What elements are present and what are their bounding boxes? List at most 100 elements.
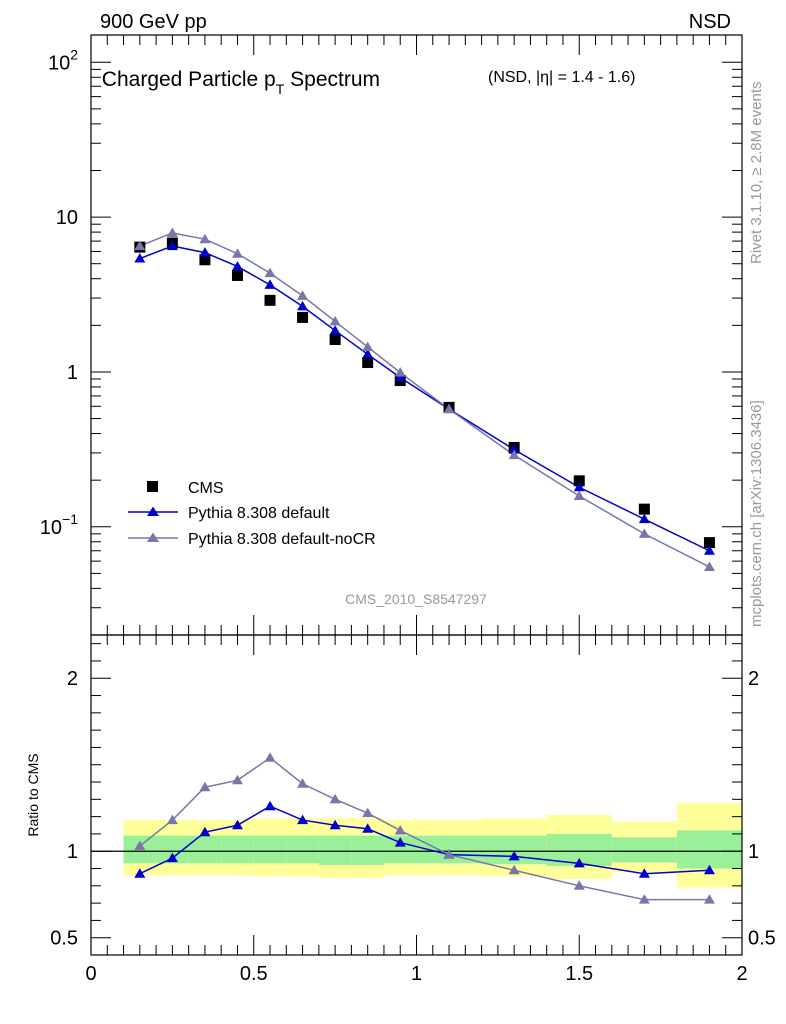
mc-marker	[573, 490, 585, 501]
ratio-inner-band	[611, 837, 677, 863]
cms-data-point	[703, 537, 715, 549]
mc-marker	[638, 513, 650, 524]
ratio-marker	[134, 840, 146, 851]
ratio-y-tick-label-left: 2	[67, 668, 78, 690]
ratio-marker	[362, 823, 374, 833]
mc-marker	[443, 403, 455, 414]
mc-marker	[199, 247, 211, 257]
legend-marker-nocr	[147, 532, 159, 542]
ratio-inner-band	[188, 835, 222, 864]
x-tick-label: 0	[85, 963, 96, 985]
mc-marker	[362, 348, 374, 359]
title-subscript: T	[276, 81, 285, 97]
main-y-tick-label: 10	[56, 207, 78, 229]
legend-label-cms: CMS	[188, 480, 224, 497]
ratio-marker	[508, 864, 520, 875]
mc-marker	[329, 315, 341, 326]
ratio-marker	[703, 894, 715, 904]
ratio-marker	[264, 752, 276, 762]
ratio-marker	[573, 880, 585, 890]
main-series-layer	[134, 227, 715, 571]
legend-marker-cms	[147, 481, 158, 492]
x-tick-label: 1.5	[565, 963, 593, 985]
ratio-marker	[329, 819, 341, 830]
ratio-uncertainty-bands	[123, 802, 742, 888]
ratio-inner-band	[351, 835, 384, 866]
main-y-tick-label: 10−1	[40, 511, 78, 539]
x-tick-label: 0.5	[240, 963, 268, 985]
main-subtitle: (NSD, |η| = 1.4 - 1.6)	[488, 69, 635, 86]
mc-marker	[394, 367, 406, 377]
x-tick-labels: 0 0.5 1 1.5 2	[85, 963, 747, 985]
ratio-marker	[166, 814, 178, 825]
header-right: NSD	[689, 11, 731, 33]
ratio-inner-band	[221, 835, 254, 864]
ratio-marker	[329, 793, 341, 804]
cms-data-point	[199, 254, 211, 266]
ratio-marker	[297, 778, 309, 788]
ratio-marker	[199, 781, 211, 792]
ratio-y-tick-labels: 0.5 0.5 1 1 2 2	[50, 668, 776, 949]
main-series-line	[139, 232, 710, 568]
ratio-inner-band	[286, 835, 319, 864]
mc-marker	[166, 227, 178, 237]
ratio-y-tick-label-left: 1	[67, 841, 78, 863]
side-label-top: Rivet 3.1.10, ≥ 2.8M events	[748, 82, 765, 265]
ratio-marker	[297, 814, 309, 825]
ratio-axis-ticks	[90, 635, 743, 955]
legend-marker-default	[147, 506, 159, 516]
ratio-marker	[638, 894, 650, 904]
mc-marker	[134, 240, 146, 251]
ratio-marker	[134, 868, 146, 878]
cms-data-point	[231, 269, 243, 281]
ratio-marker	[573, 857, 585, 868]
x-tick-label: 1	[411, 963, 422, 985]
mc-marker	[231, 260, 243, 271]
mc-marker	[703, 561, 715, 571]
cms-data-point	[573, 475, 585, 487]
ratio-series-layer	[134, 752, 715, 904]
ratio-marker	[199, 826, 211, 837]
analysis-label: CMS_2010_S8547297	[345, 591, 487, 607]
ratio-inner-band	[253, 835, 287, 864]
ratio-y-tick-label-left: 0.5	[50, 928, 78, 950]
mc-marker	[134, 253, 146, 263]
title-tail: Spectrum	[284, 68, 380, 91]
ratio-marker	[508, 850, 520, 861]
ratio-plot-panel: 0.5 0.5 1 1 2 2 0 0.5 1 1.5 2 Ratio to CMS	[25, 634, 776, 985]
main-title: Charged Particle pT Spectrum	[102, 68, 380, 97]
cms-data-point	[264, 294, 276, 306]
ratio-marker	[264, 800, 276, 811]
ratio-inner-band	[676, 830, 742, 869]
legend-label-nocr: Pythia 8.308 default-noCR	[188, 531, 376, 548]
mc-marker	[264, 267, 276, 278]
mc-marker	[329, 325, 341, 335]
header-left: 900 GeV pp	[100, 11, 207, 33]
cms-data-point	[638, 503, 650, 515]
mc-marker	[297, 300, 309, 311]
mc-marker	[394, 372, 406, 382]
legend-label-default: Pythia 8.308 default	[188, 505, 330, 522]
main-y-tick-label: 1	[67, 362, 78, 384]
mc-marker	[573, 481, 585, 492]
main-y-tick-label: 102	[48, 46, 78, 74]
ratio-marker	[443, 849, 455, 859]
ratio-marker	[231, 819, 243, 830]
cms-data-point	[329, 333, 341, 345]
ratio-marker	[362, 807, 374, 818]
ratio-y-tick-label-right: 0.5	[748, 928, 776, 950]
ratio-marker	[394, 837, 406, 847]
mc-marker	[508, 444, 520, 454]
main-y-tick-labels: 10−1 1 10 102	[40, 46, 78, 539]
cms-data-point	[297, 311, 309, 323]
mc-marker	[199, 233, 211, 244]
x-tick-label: 2	[736, 963, 747, 985]
title-text: Charged Particle p	[102, 68, 276, 91]
ratio-marker	[166, 852, 178, 863]
main-axis-ticks	[90, 35, 743, 636]
ratio-series-line	[139, 756, 710, 901]
ratio-y-tick-label-right: 2	[748, 668, 759, 690]
mc-marker	[231, 248, 243, 258]
